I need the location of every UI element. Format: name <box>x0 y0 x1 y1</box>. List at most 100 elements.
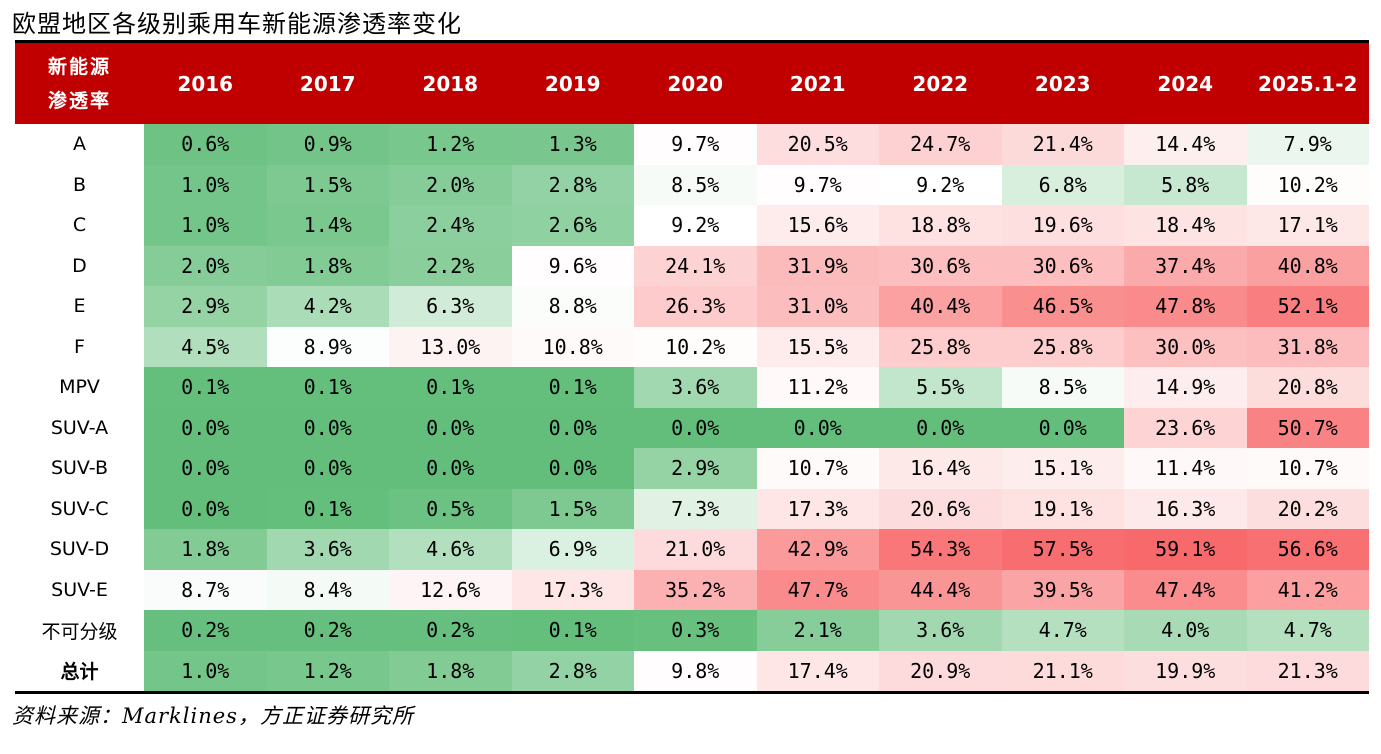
heat-cell: 10.2% <box>1246 164 1369 205</box>
heat-cell: 18.8% <box>879 205 1002 246</box>
heat-cell: 2.9% <box>634 448 757 489</box>
heat-cell: 47.7% <box>756 569 879 610</box>
heat-cell: 6.9% <box>511 529 634 570</box>
row-label: 不可分级 <box>15 610 144 651</box>
table-row: SUV-B 0.0% 0.0% 0.0% 0.0% 2.9% 10.7% 16.4% 15.1%… <box>15 448 1369 489</box>
column-header-2019: 2019 <box>511 43 634 124</box>
heat-cell: 14.4% <box>1124 124 1247 165</box>
page-title: 欧盟地区各级别乘用车新能源渗透率变化 <box>12 10 462 38</box>
heat-cell: 2.4% <box>389 205 512 246</box>
heat-cell: 25.8% <box>879 326 1002 367</box>
heat-cell: 19.1% <box>1001 488 1124 529</box>
heat-cell: 0.0% <box>511 448 634 489</box>
heat-cell: 46.5% <box>1001 286 1124 327</box>
heat-cell: 12.6% <box>389 569 512 610</box>
column-header-2020: 2020 <box>634 43 757 124</box>
heat-cell: 6.8% <box>1001 164 1124 205</box>
heat-cell: 21.0% <box>634 529 757 570</box>
heat-cell: 17.4% <box>756 650 879 694</box>
heat-cell: 11.2% <box>756 367 879 408</box>
top-rule <box>15 40 1369 43</box>
column-header-2017: 2017 <box>266 43 389 124</box>
corner-label-line-1: 新能源 <box>47 55 111 78</box>
heat-cell: 31.9% <box>756 245 879 286</box>
heat-cell: 0.1% <box>266 488 389 529</box>
heat-cell: 9.7% <box>756 164 879 205</box>
heat-cell: 2.8% <box>511 650 634 694</box>
heat-cell: 23.6% <box>1124 407 1247 448</box>
heat-cell: 24.7% <box>879 124 1002 165</box>
heat-cell: 4.2% <box>266 286 389 327</box>
heat-cell: 42.9% <box>756 529 879 570</box>
heat-cell: 40.4% <box>879 286 1002 327</box>
heat-cell: 56.6% <box>1246 529 1369 570</box>
heat-cell: 8.5% <box>634 164 757 205</box>
heat-cell: 25.8% <box>1001 326 1124 367</box>
heatmap-body: A 0.6% 0.9% 1.2% 1.3% 9.7% 20.5% 24.7% 21.4% 14.4… <box>15 124 1369 694</box>
heat-cell: 57.5% <box>1001 529 1124 570</box>
heat-cell: 0.0% <box>1001 407 1124 448</box>
heat-cell: 0.0% <box>511 407 634 448</box>
heat-cell: 2.1% <box>756 610 879 651</box>
column-header-2022: 2022 <box>879 43 1002 124</box>
heat-cell: 0.5% <box>389 488 512 529</box>
heat-cell: 0.9% <box>266 124 389 165</box>
table-row: SUV-C 0.0% 0.1% 0.5% 1.5% 7.3% 17.3% 20.6% 19.1%… <box>15 488 1369 529</box>
table-row: A 0.6% 0.9% 1.2% 1.3% 9.7% 20.5% 24.7% 21.4% 14.4… <box>15 124 1369 165</box>
heat-cell: 10.7% <box>1246 448 1369 489</box>
row-label: SUV-B <box>15 448 144 489</box>
heat-cell: 21.4% <box>1001 124 1124 165</box>
heat-cell: 30.6% <box>879 245 1002 286</box>
column-header-2018: 2018 <box>389 43 512 124</box>
heat-cell: 3.6% <box>634 367 757 408</box>
heat-cell: 20.2% <box>1246 488 1369 529</box>
heat-cell: 1.3% <box>511 124 634 165</box>
heat-cell: 41.2% <box>1246 569 1369 610</box>
heat-cell: 14.9% <box>1124 367 1247 408</box>
heat-cell: 9.8% <box>634 650 757 694</box>
heat-cell: 1.8% <box>144 529 267 570</box>
heat-cell: 8.8% <box>511 286 634 327</box>
heat-cell: 9.2% <box>634 205 757 246</box>
table-row: E 2.9% 4.2% 6.3% 8.8% 26.3% 31.0% 40.4% 46.5% 47.… <box>15 286 1369 327</box>
column-header-2024: 2024 <box>1124 43 1247 124</box>
heat-cell: 10.2% <box>634 326 757 367</box>
heat-cell: 24.1% <box>634 245 757 286</box>
table-row: B 1.0% 1.5% 2.0% 2.8% 8.5% 9.7% 9.2% 6.8% 5.8% 10.… <box>15 164 1369 205</box>
heat-cell: 3.6% <box>266 529 389 570</box>
column-header-2023: 2023 <box>1001 43 1124 124</box>
heat-cell: 4.7% <box>1246 610 1369 651</box>
penetration-heatmap-table: 新能源 渗透率 2016 2017 2018 2019 2020 2021 2022 2023… <box>15 43 1369 694</box>
table-row: 不可分级 0.2% 0.2% 0.2% 0.1% 0.3% 2.1% 3.6% 4.7% 4.0%… <box>15 610 1369 651</box>
heat-cell: 4.5% <box>144 326 267 367</box>
heat-cell: 31.8% <box>1246 326 1369 367</box>
heat-cell: 11.4% <box>1124 448 1247 489</box>
heat-cell: 7.9% <box>1246 124 1369 165</box>
heat-cell: 17.1% <box>1246 205 1369 246</box>
row-label: SUV-A <box>15 407 144 448</box>
column-header-2021: 2021 <box>756 43 879 124</box>
row-label: SUV-C <box>15 488 144 529</box>
table-row: SUV-A 0.0% 0.0% 0.0% 0.0% 0.0% 0.0% 0.0% 0.0% 23.… <box>15 407 1369 448</box>
heat-cell: 0.0% <box>879 407 1002 448</box>
heat-cell: 0.0% <box>389 448 512 489</box>
heat-cell: 0.1% <box>144 367 267 408</box>
heat-cell: 16.4% <box>879 448 1002 489</box>
heat-cell: 50.7% <box>1246 407 1369 448</box>
heat-cell: 30.0% <box>1124 326 1247 367</box>
heat-cell: 26.3% <box>634 286 757 327</box>
heat-cell: 21.3% <box>1246 650 1369 694</box>
heat-cell: 17.3% <box>511 569 634 610</box>
heat-cell: 20.9% <box>879 650 1002 694</box>
heat-cell: 1.2% <box>389 124 512 165</box>
row-label: MPV <box>15 367 144 408</box>
heat-cell: 30.6% <box>1001 245 1124 286</box>
heat-cell: 21.1% <box>1001 650 1124 694</box>
table-row: MPV 0.1% 0.1% 0.1% 0.1% 3.6% 11.2% 5.5% 8.5% 14.9… <box>15 367 1369 408</box>
heat-cell: 0.2% <box>389 610 512 651</box>
heat-cell: 52.1% <box>1246 286 1369 327</box>
heat-cell: 0.0% <box>756 407 879 448</box>
heat-cell: 0.1% <box>511 610 634 651</box>
heat-cell: 2.0% <box>389 164 512 205</box>
heat-cell: 1.8% <box>266 245 389 286</box>
